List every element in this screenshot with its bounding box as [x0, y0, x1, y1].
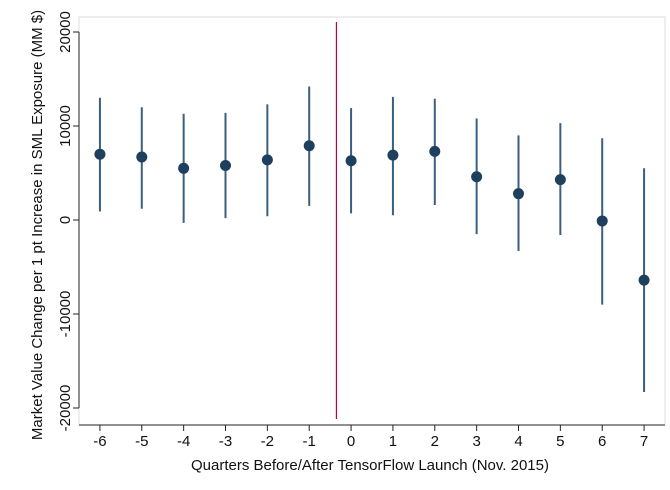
x-tick-label: 1 [389, 433, 397, 450]
x-axis-label: Quarters Before/After TensorFlow Launch … [191, 457, 549, 474]
data-point [94, 148, 106, 160]
y-tick-label: 0 [57, 216, 74, 224]
x-tick-label: -2 [261, 433, 274, 450]
x-tick-label: -3 [219, 433, 232, 450]
x-tick-label: 2 [431, 433, 439, 450]
y-tick-label: 20000 [57, 11, 74, 53]
y-axis-label: Market Value Change per 1 pt Increase in… [29, 10, 46, 440]
x-tick-label: -4 [177, 433, 190, 450]
x-tick-label: 4 [514, 433, 522, 450]
data-point [220, 159, 231, 171]
axes: -20000 -10000 0 10000 20000 -6 -5 -4 -3 -2 -1 0 1 2 3 4… [57, 11, 665, 450]
data-point [303, 140, 315, 152]
data-point [554, 174, 566, 186]
data-point [513, 188, 524, 200]
y-tick-label: 10000 [57, 105, 74, 147]
data-point [429, 145, 441, 157]
x-tick-label: 5 [556, 433, 564, 450]
x-tick-label: 6 [598, 433, 606, 450]
y-tick-label: -10000 [57, 291, 74, 338]
data-point [136, 151, 148, 163]
x-tick-label: -1 [303, 433, 316, 450]
data-point [596, 215, 608, 227]
x-tick-label: -5 [135, 433, 148, 450]
x-tick-label: 3 [472, 433, 480, 450]
plot-frame [78, 16, 666, 426]
data-point [178, 162, 190, 174]
x-tick-label: -6 [93, 433, 106, 450]
x-tick-label: 0 [347, 433, 355, 450]
data-point [345, 155, 357, 167]
data-point [261, 154, 273, 166]
data-point [638, 274, 650, 286]
y-tick-label: -20000 [57, 385, 74, 432]
marks [94, 22, 650, 419]
data-point [387, 149, 399, 161]
x-tick-label: 7 [640, 433, 648, 450]
data-point [471, 171, 483, 183]
